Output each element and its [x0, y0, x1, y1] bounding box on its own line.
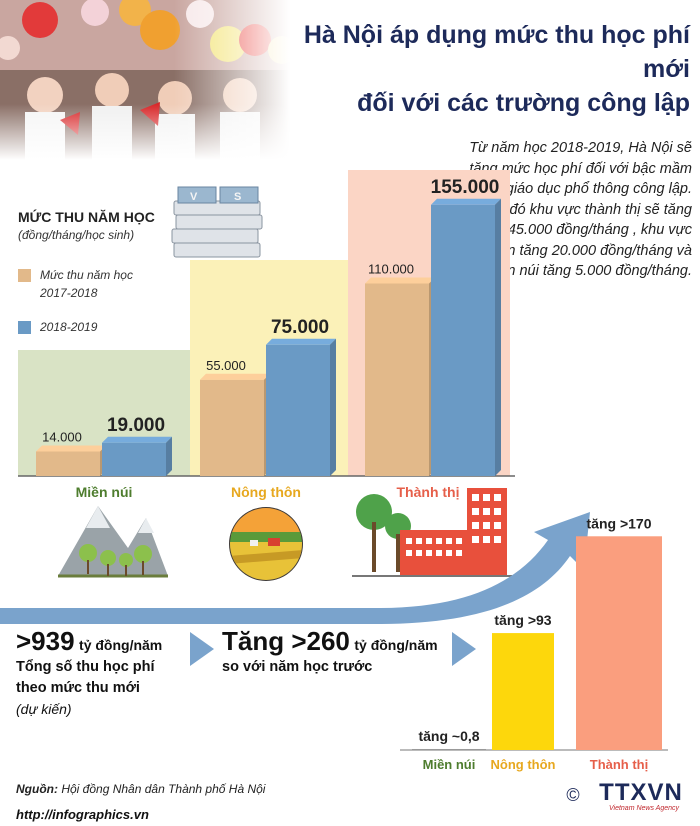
bar-0-0	[36, 451, 100, 476]
rural-landscape-icon	[229, 507, 303, 581]
increase-bar-2	[576, 536, 662, 750]
data-label-0-1: 55.000	[206, 358, 246, 373]
increase-category-1: Nông thôn	[491, 757, 556, 772]
footer-bar: http://infographics.vn	[0, 804, 700, 826]
legend-swatch-tan	[18, 269, 31, 282]
data-label-1-1: 75.000	[271, 317, 329, 338]
bar-top-0-2	[365, 277, 435, 284]
copyright-icon: ©	[566, 785, 579, 805]
data-label-1-0: 19.000	[107, 415, 165, 436]
increase-category-2: Thành thị	[590, 757, 649, 772]
total-stat: >939 tỷ đồng/năm Tổng số thu học phí the…	[16, 626, 162, 720]
legend-label-2017: Mức thu năm học 2017-2018	[40, 268, 133, 300]
svg-text:TTXVN: TTXVN	[599, 779, 683, 806]
bar-top-0-1	[200, 373, 270, 380]
increase-label-1: tăng >93	[494, 612, 551, 628]
ttxvn-logo: TTXVN Vietnam News Agency	[599, 779, 683, 812]
total-line-2: theo mức thu mới	[16, 680, 140, 696]
increase-stat: Tăng >260 tỷ đồng/năm so với năm học trư…	[222, 626, 438, 678]
growth-arrow-icon	[0, 512, 590, 624]
bar-top-1-0	[102, 436, 172, 443]
increase-bar-0	[412, 748, 486, 750]
bar-side-1-2	[495, 198, 501, 476]
bar-0-2	[365, 283, 429, 476]
data-label-1-2: 155.000	[431, 177, 500, 198]
total-line-1: Tổng số thu học phí	[16, 659, 155, 675]
increase-line: so với năm học trước	[222, 659, 373, 675]
data-label-0-0: 14.000	[42, 430, 82, 445]
copyright-mark: ©	[566, 785, 579, 805]
increase-bar-1	[492, 633, 554, 750]
title-line-1: Hà Nội áp dụng mức thu học phí mới	[303, 21, 690, 83]
increase-value: Tăng >260	[222, 626, 350, 656]
increase-category-0: Miền núi	[423, 757, 476, 772]
source-text: Hội đồng Nhân dân Thành phố Hà Nội	[61, 782, 266, 796]
increase-label-0: tăng ~0,8	[418, 728, 479, 744]
svg-text:V: V	[190, 191, 198, 203]
bar-top-1-2	[431, 198, 501, 205]
increase-label-2: tăng >170	[587, 515, 652, 531]
bar-top-0-0	[36, 445, 106, 452]
total-note: (dự kiến)	[16, 701, 72, 717]
total-value: >939	[16, 626, 75, 656]
chevron-right-icon	[190, 632, 214, 666]
svg-text:S: S	[234, 191, 241, 203]
money-stack-icon: V S	[171, 186, 263, 258]
data-label-0-2: 110.000	[368, 262, 414, 277]
category-label-1: Nông thôn	[231, 484, 301, 500]
source-note: Nguồn: Hội đồng Nhân dân Thành phố Hà Nộ…	[16, 782, 265, 796]
bar-1-1	[266, 344, 330, 476]
mountain-icon	[58, 506, 168, 578]
legend-subtitle: (đồng/tháng/học sinh)	[18, 228, 135, 242]
intro-text: Từ năm học 2018-2019, Hà Nội sẽ tăng mức…	[450, 140, 692, 279]
bar-1-2	[431, 204, 495, 476]
legend-title: MỨC THU NĂM HỌC	[18, 209, 155, 225]
bar-side-1-1	[330, 338, 336, 476]
category-label-2: Thành thị	[397, 484, 460, 500]
legend-swatch-blue	[18, 321, 31, 334]
page-title: Hà Nội áp dụng mức thu học phí mới đối v…	[270, 18, 690, 120]
svg-text:Vietnam News Agency: Vietnam News Agency	[609, 805, 680, 812]
city-buildings-icon	[352, 488, 512, 577]
bar-top-1-1	[266, 338, 336, 345]
bar-1-0	[102, 442, 166, 476]
bar-side-1-0	[166, 436, 172, 476]
website-url[interactable]: http://infographics.vn	[16, 807, 149, 822]
revenue-increase-chart: tăng ~0,8 Miền núi tăng >93 Nông thôn tăng >…	[400, 515, 668, 772]
children-balloons-photo	[0, 0, 290, 160]
total-unit: tỷ đồng/năm	[79, 637, 163, 653]
increase-unit: tỷ đồng/năm	[354, 637, 438, 653]
source-label: Nguồn:	[16, 782, 58, 796]
tuition-bar-chart: 14.000 19.000 Miền núi 55.000 75.000 Nông thô…	[18, 170, 515, 500]
legend-label-2018: 2018-2019	[40, 320, 98, 334]
bar-0-1	[200, 379, 264, 476]
chevron-right-icon	[452, 632, 476, 666]
category-label-0: Miền núi	[76, 484, 133, 500]
title-line-2: đối với các trường công lập	[357, 89, 690, 117]
